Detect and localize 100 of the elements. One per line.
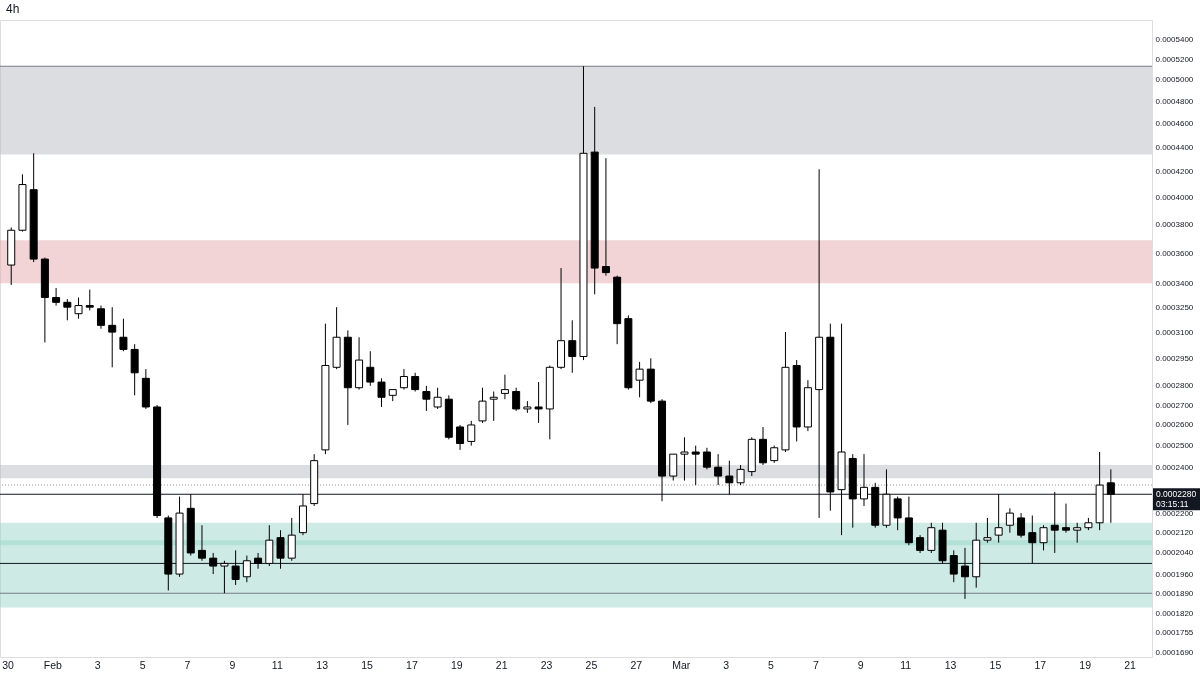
candlestick	[1061, 503, 1070, 534]
candlestick	[220, 560, 229, 594]
candlestick	[702, 447, 711, 470]
x-tick-label: 5	[139, 658, 146, 671]
x-tick-label: 13	[944, 658, 957, 671]
y-tick-label: 0.0004800	[1155, 96, 1194, 106]
x-tick-label: 27	[630, 658, 643, 671]
candlestick	[242, 555, 251, 583]
x-tick-label: 17	[406, 658, 418, 671]
candlestick	[287, 517, 296, 562]
candlestick	[534, 381, 543, 424]
candlestick	[601, 157, 610, 277]
candlestick	[983, 517, 992, 544]
candlestick	[74, 297, 83, 320]
candlestick	[1073, 522, 1082, 544]
candlestick	[500, 374, 509, 400]
candlestick	[456, 424, 465, 451]
x-tick-label: 23	[540, 658, 553, 671]
y-tick-label: 0.0002120	[1155, 528, 1194, 538]
candlestick	[130, 343, 139, 396]
x-tick-label: 7	[184, 658, 191, 671]
y-tick-label: 0.0002700	[1155, 400, 1194, 410]
x-tick-label: 25	[585, 658, 598, 671]
text: 03:15:11	[1156, 499, 1189, 510]
x-tick-label: 11	[271, 658, 283, 671]
candlestick	[714, 453, 723, 486]
x-tick-label: 21	[1124, 658, 1137, 671]
x-tick-label: Feb	[43, 658, 63, 671]
candlestick	[265, 524, 274, 567]
y-tick-label: 0.0003400	[1155, 278, 1194, 288]
candlestick	[231, 549, 240, 586]
y-tick-label: 0.0001820	[1155, 608, 1194, 618]
y-tick-label: 0.0003600	[1155, 248, 1194, 258]
y-tick-label: 0.0003800	[1155, 220, 1194, 230]
candlestick	[960, 547, 969, 600]
y-tick-label: 0.0004000	[1155, 193, 1194, 203]
candlestick	[411, 372, 420, 393]
candlestick	[489, 391, 498, 422]
candlestick	[1017, 512, 1026, 539]
x-tick-label: 3	[723, 658, 730, 671]
y-tick-label: 0.0001755	[1155, 627, 1194, 637]
candlestick	[209, 552, 218, 575]
candlestick	[512, 387, 521, 412]
candlestick	[478, 387, 487, 424]
candlestick	[63, 298, 72, 321]
x-tick-label: 7	[812, 658, 819, 671]
candlestick	[691, 445, 700, 486]
candlestick	[52, 287, 61, 307]
candlestick	[433, 387, 442, 410]
y-tick-label: 0.0005000	[1155, 75, 1194, 85]
candlestick	[736, 464, 745, 486]
candlestick	[860, 453, 868, 507]
x-tick-label: 11	[900, 658, 912, 671]
candlestick	[1039, 524, 1048, 551]
candlestick	[377, 377, 386, 408]
y-tick-label: 0.0001960	[1155, 569, 1194, 579]
candlestick	[994, 493, 1003, 544]
y-tick-label: 0.0005200	[1155, 54, 1194, 64]
candlestick	[467, 420, 476, 447]
x-tick-label: 9	[229, 658, 236, 671]
y-tick-label: 0.0002800	[1155, 381, 1194, 391]
candlestick	[96, 305, 105, 330]
x-tick-label: 19	[450, 658, 463, 671]
y-tick-label: 0.0002600	[1155, 420, 1194, 430]
candlestick	[366, 350, 375, 387]
candlestick	[254, 552, 263, 570]
x-tick-label: 3	[94, 658, 101, 671]
y-tick-label: 0.0004200	[1155, 167, 1194, 177]
ref-line-label: 0.0002280	[1156, 489, 1197, 500]
candlestick	[422, 385, 431, 412]
candlestick	[108, 306, 117, 368]
x-tick-label: 21	[495, 658, 508, 671]
y-tick-label: 0.0003250	[1155, 302, 1194, 312]
candlestick	[893, 496, 902, 531]
x-tick-label: 30	[2, 658, 14, 671]
candlestick	[759, 426, 768, 466]
candlestick	[669, 453, 678, 482]
candlestick	[680, 436, 689, 482]
y-tick-label: 0.0001890	[1155, 588, 1194, 598]
y-tick-label: 0.0001690	[1155, 647, 1194, 657]
candlestick	[927, 522, 936, 554]
candlestick	[1050, 491, 1059, 554]
y-tick-label: 0.0002040	[1155, 548, 1194, 558]
candlestick	[276, 529, 285, 570]
candlestick	[568, 319, 577, 374]
x-tick-label: 19	[1079, 658, 1092, 671]
x-tick-label: 9	[857, 658, 864, 671]
candlestick	[949, 549, 958, 583]
x-tick-label: 15	[989, 658, 1002, 671]
y-tick-label: 0.0003100	[1155, 327, 1194, 337]
y-tick-label: 0.0002500	[1155, 441, 1194, 451]
chart-title: 4h	[6, 2, 20, 16]
y-tick-label: 0.0002950	[1155, 353, 1194, 363]
y-tick-label: 0.0004400	[1155, 142, 1194, 152]
candlestick	[85, 289, 94, 311]
y-tick-label: 0.0002400	[1155, 462, 1194, 472]
candlestick	[725, 460, 734, 495]
candlestick	[635, 361, 644, 398]
candlestick	[399, 368, 408, 391]
y-tick-label: 0.0004600	[1155, 119, 1194, 129]
